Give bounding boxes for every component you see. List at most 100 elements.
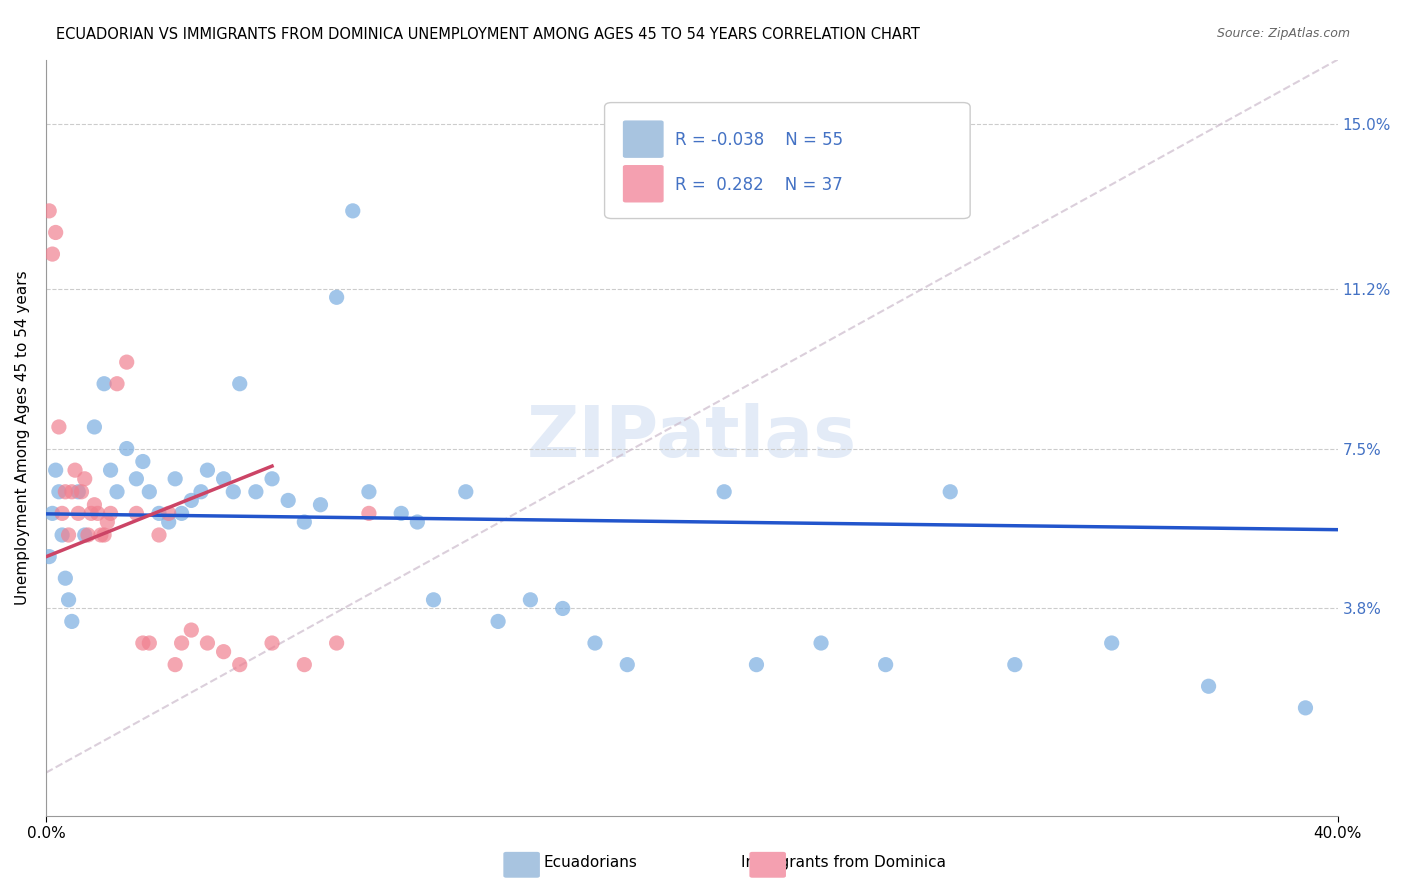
- Point: [406, 515, 429, 529]
- Point: [229, 376, 252, 391]
- Point: [454, 484, 477, 499]
- Point: [125, 507, 148, 521]
- Point: [73, 472, 96, 486]
- Point: [148, 528, 170, 542]
- Point: [58, 528, 80, 542]
- Point: [519, 592, 541, 607]
- Point: [222, 484, 245, 499]
- Point: [77, 528, 100, 542]
- Point: [810, 636, 832, 650]
- Point: [260, 636, 283, 650]
- Point: [53, 484, 76, 499]
- Point: [875, 657, 897, 672]
- Point: [292, 657, 315, 672]
- Point: [212, 645, 235, 659]
- Point: [93, 528, 115, 542]
- Point: [51, 528, 73, 542]
- Point: [1004, 657, 1026, 672]
- Point: [60, 484, 83, 499]
- Point: [422, 592, 444, 607]
- Point: [229, 657, 252, 672]
- Point: [38, 549, 60, 564]
- Point: [96, 515, 118, 529]
- Text: R = -0.038    N = 55: R = -0.038 N = 55: [675, 131, 844, 149]
- Point: [180, 493, 202, 508]
- Point: [83, 498, 105, 512]
- Point: [1101, 636, 1123, 650]
- Point: [45, 463, 67, 477]
- Point: [73, 528, 96, 542]
- Point: [48, 420, 70, 434]
- Point: [41, 247, 63, 261]
- Point: [165, 472, 187, 486]
- Point: [681, 161, 703, 175]
- Point: [105, 376, 128, 391]
- Point: [325, 636, 347, 650]
- Point: [389, 507, 412, 521]
- Point: [58, 592, 80, 607]
- Text: Immigrants from Dominica: Immigrants from Dominica: [741, 855, 946, 870]
- Point: [90, 528, 112, 542]
- Point: [67, 484, 90, 499]
- Point: [51, 507, 73, 521]
- Point: [100, 463, 122, 477]
- Point: [80, 507, 103, 521]
- Y-axis label: Unemployment Among Ages 45 to 54 years: Unemployment Among Ages 45 to 54 years: [15, 270, 30, 605]
- Point: [245, 484, 267, 499]
- Point: [197, 636, 219, 650]
- Text: ZIPatlas: ZIPatlas: [527, 403, 856, 472]
- Point: [180, 623, 202, 637]
- Point: [86, 507, 108, 521]
- Point: [357, 484, 380, 499]
- Point: [1198, 679, 1220, 693]
- Point: [745, 657, 768, 672]
- Point: [357, 507, 380, 521]
- Point: [551, 601, 574, 615]
- Text: Source: ZipAtlas.com: Source: ZipAtlas.com: [1216, 27, 1350, 40]
- Point: [583, 636, 606, 650]
- Text: R =  0.282    N = 37: R = 0.282 N = 37: [675, 176, 842, 194]
- Point: [190, 484, 212, 499]
- Text: ECUADORIAN VS IMMIGRANTS FROM DOMINICA UNEMPLOYMENT AMONG AGES 45 TO 54 YEARS CO: ECUADORIAN VS IMMIGRANTS FROM DOMINICA U…: [56, 27, 920, 42]
- Point: [292, 515, 315, 529]
- Point: [125, 472, 148, 486]
- Point: [486, 615, 509, 629]
- Point: [165, 657, 187, 672]
- Point: [713, 484, 735, 499]
- Point: [342, 203, 364, 218]
- Point: [105, 484, 128, 499]
- Point: [1294, 701, 1316, 715]
- Point: [197, 463, 219, 477]
- Point: [277, 493, 299, 508]
- Point: [325, 290, 347, 304]
- Point: [170, 507, 193, 521]
- Text: Ecuadorians: Ecuadorians: [544, 855, 637, 870]
- Point: [115, 355, 138, 369]
- Point: [170, 636, 193, 650]
- Point: [48, 484, 70, 499]
- Point: [63, 463, 86, 477]
- Point: [138, 636, 160, 650]
- Point: [70, 484, 93, 499]
- Point: [115, 442, 138, 456]
- Point: [616, 657, 638, 672]
- Point: [132, 636, 155, 650]
- Point: [67, 507, 90, 521]
- Point: [939, 484, 962, 499]
- Point: [41, 507, 63, 521]
- Point: [148, 507, 170, 521]
- Point: [132, 454, 155, 468]
- Point: [60, 615, 83, 629]
- Point: [93, 376, 115, 391]
- Point: [309, 498, 332, 512]
- Point: [260, 472, 283, 486]
- Point: [157, 515, 180, 529]
- Point: [138, 484, 160, 499]
- Point: [83, 420, 105, 434]
- Point: [212, 472, 235, 486]
- Point: [157, 507, 180, 521]
- Point: [53, 571, 76, 585]
- Point: [45, 226, 67, 240]
- Point: [38, 203, 60, 218]
- Point: [100, 507, 122, 521]
